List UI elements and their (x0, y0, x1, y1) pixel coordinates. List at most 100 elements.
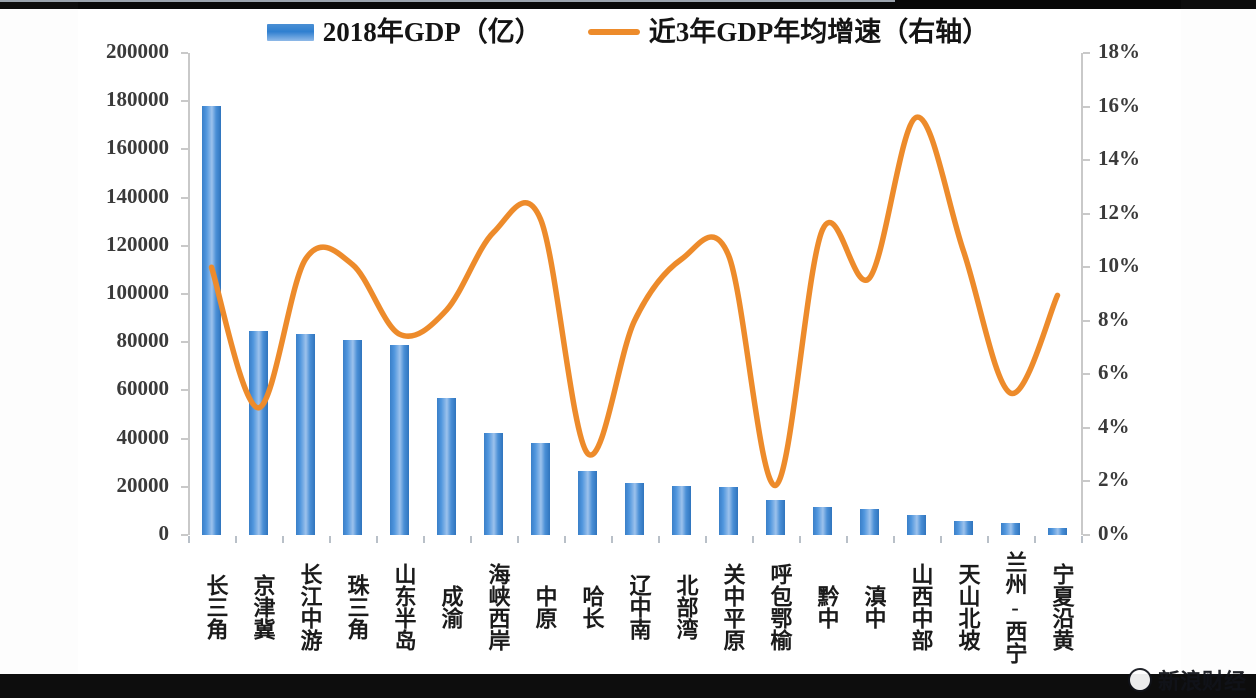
x-axis-tick (846, 536, 848, 543)
bar[interactable] (813, 507, 832, 535)
top-band-inner (78, 0, 1181, 9)
legend-bar-label: 2018年GDP（亿） (322, 16, 542, 47)
bar[interactable] (531, 443, 550, 535)
left-axis-tick (181, 148, 188, 151)
watermark-logo-icon (1127, 668, 1152, 692)
left-axis-line (188, 53, 190, 535)
right-axis-tick-label: 18% (1098, 39, 1140, 63)
left-axis-tick (181, 196, 188, 199)
x-axis-category-label: 长江中游 (297, 563, 323, 651)
legend-line-label: 近3年GDP年均增速（右轴） (648, 16, 990, 47)
x-axis-tick (940, 536, 942, 543)
line-path (208, 114, 1061, 489)
left-axis-tick (181, 485, 188, 488)
top-letterbox-band (0, 0, 1256, 9)
x-axis-tick (1081, 536, 1083, 543)
right-axis-tick (1083, 105, 1090, 108)
right-axis-tick-label: 10% (1098, 253, 1140, 278)
bar[interactable] (578, 471, 597, 535)
x-axis-tick (799, 536, 801, 543)
x-axis-category-label: 兰州-西宁 (1002, 550, 1028, 664)
bar[interactable] (296, 333, 315, 535)
bar[interactable] (484, 432, 503, 535)
x-axis-tick (188, 536, 190, 543)
legend-line-swatch-icon (587, 29, 640, 35)
bar[interactable] (1048, 528, 1067, 535)
left-axis-tick-label: 80000 (116, 328, 170, 353)
x-axis-line (0, 0, 895, 2)
right-axis-tick (1083, 319, 1090, 322)
left-axis-tick-label: 160000 (106, 135, 169, 160)
x-axis-tick (423, 536, 425, 543)
right-axis-tick (1083, 212, 1090, 215)
x-axis-category-label: 海峡西岸 (485, 563, 511, 651)
bar[interactable] (860, 508, 879, 535)
left-axis-tick (181, 534, 188, 536)
bar[interactable] (437, 397, 456, 535)
bar[interactable] (907, 514, 926, 535)
left-axis-tick-label: 40000 (116, 424, 170, 449)
left-axis-tick (181, 244, 188, 247)
bar[interactable] (202, 106, 221, 535)
left-axis-tick-label: 180000 (106, 87, 169, 112)
watermark: 新浪财经 (1127, 664, 1246, 696)
x-axis-category-label: 中原 (532, 585, 558, 629)
bar[interactable] (672, 485, 691, 535)
x-axis-tick (235, 536, 237, 543)
right-axis-tick-label: 8% (1098, 306, 1130, 331)
bar[interactable] (954, 520, 973, 535)
left-axis-tick (181, 100, 188, 103)
right-axis-tick-label: 2% (1098, 467, 1130, 492)
x-axis-tick (893, 536, 895, 543)
bar[interactable] (719, 486, 738, 535)
x-axis-category-label: 呼包鄂榆 (767, 563, 793, 651)
watermark-text: 新浪财经 (1157, 670, 1246, 695)
legend-item-bar[interactable]: 2018年GDP（亿） (266, 16, 542, 47)
line-series (208, 114, 1061, 489)
x-axis-category-label: 京津冀 (250, 574, 276, 640)
x-axis-tick (658, 536, 660, 543)
right-axis-tick (1083, 266, 1090, 269)
right-axis-tick (1083, 426, 1090, 429)
x-axis-tick (987, 536, 989, 543)
right-axis-tick (1083, 480, 1090, 483)
x-axis-category-label: 滇中 (861, 585, 887, 629)
bar[interactable] (1001, 522, 1020, 535)
right-axis-tick-label: 0% (1098, 521, 1130, 545)
bar[interactable] (249, 331, 268, 535)
plot-wrapper: 0 20000 40000 60000 80000 100000 120000 140000 1… (0, 0, 1140, 664)
x-axis-tick (376, 536, 378, 543)
left-axis-tick (181, 52, 188, 54)
x-axis-category-label: 长三角 (203, 574, 229, 640)
bar[interactable] (766, 500, 785, 535)
bar[interactable] (625, 483, 644, 535)
x-axis-tick (517, 536, 519, 543)
left-axis-tick (181, 341, 188, 344)
left-axis-tick (181, 293, 188, 295)
x-axis-category-labels: 长三角 京津冀 长江中游 珠三角 山东半岛 成渝 海峡西岸 中原 哈长 辽中南 北部湾 关中平原 呼包鄂… (188, 545, 1081, 670)
bar-series (188, 53, 1081, 535)
left-axis-tick (181, 389, 188, 392)
right-axis-tick-label: 14% (1098, 146, 1140, 171)
x-axis-tick (470, 536, 472, 543)
left-axis-tick-label: 120000 (106, 231, 169, 256)
legend-bar-swatch-icon (266, 23, 314, 41)
x-axis-category-label: 黔中 (814, 585, 840, 629)
bar[interactable] (390, 344, 409, 535)
right-axis-tick (1083, 159, 1090, 162)
right-axis-tick-label: 6% (1098, 360, 1130, 385)
right-axis-tick (1083, 52, 1090, 54)
left-axis-tick-label: 60000 (116, 376, 170, 401)
left-axis-tick-label: 100000 (106, 280, 169, 304)
x-axis-category-label: 宁夏沿黄 (1049, 563, 1075, 651)
x-axis-category-label: 辽中南 (626, 574, 652, 640)
x-axis-tick (564, 536, 566, 543)
bottom-letterbox-band (0, 674, 1256, 698)
right-axis-tick-label: 4% (1098, 413, 1130, 438)
bar[interactable] (343, 339, 362, 535)
x-axis-category-label: 关中平原 (720, 563, 746, 651)
right-axis-line (1081, 53, 1083, 535)
legend-item-line[interactable]: 近3年GDP年均增速（右轴） (587, 16, 990, 47)
x-axis-category-label: 天山北坡 (955, 563, 981, 651)
